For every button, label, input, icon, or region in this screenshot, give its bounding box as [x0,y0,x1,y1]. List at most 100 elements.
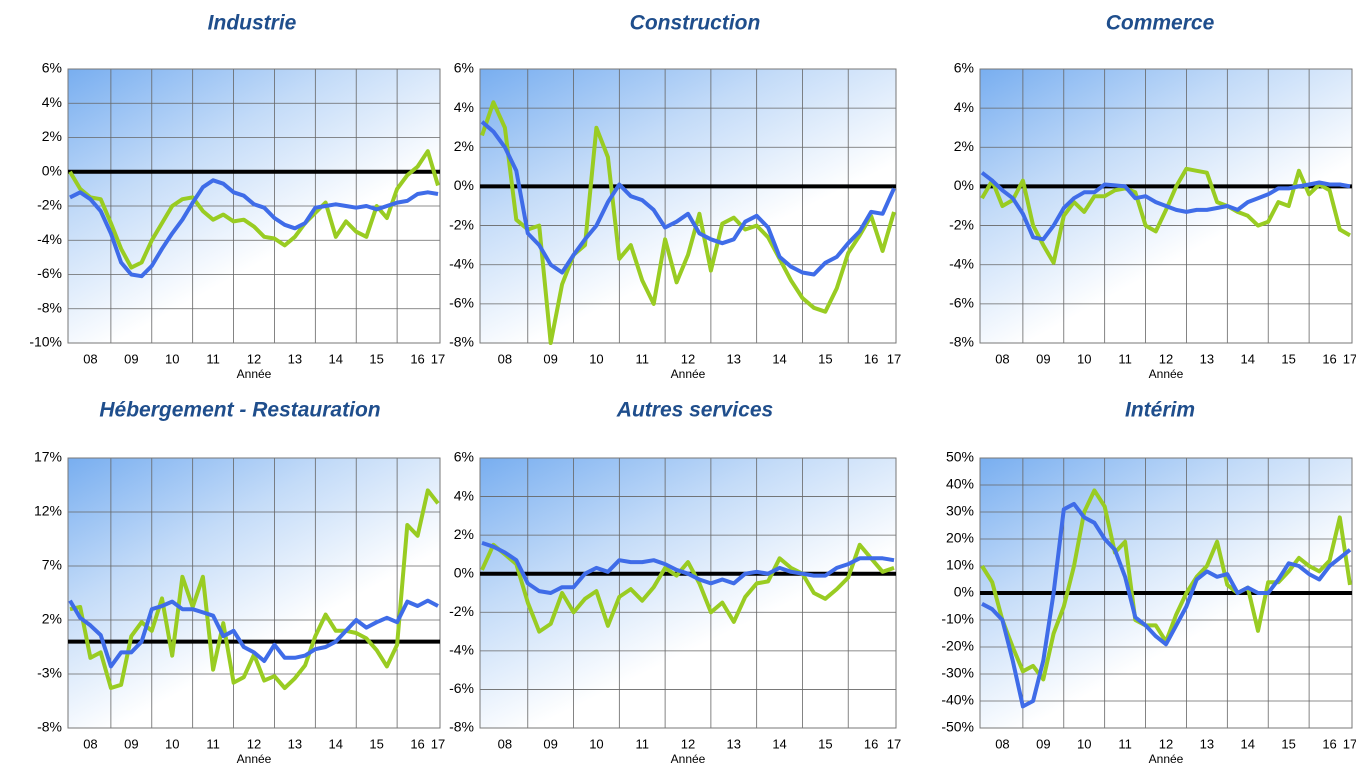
chart: -8% -6% -4% -2% 0% 2% 4% 6% 08 09 10 11 12 13 14 15 16 17… [949,12,1356,382]
plot-border [479,457,897,729]
y-tick-label: -6% [949,295,974,311]
series-line [480,542,895,634]
chart-title: Intérim [1125,399,1195,422]
x-tick-label: 09 [1036,736,1050,751]
plot-border [67,68,441,344]
x-tick-label: 17 [1343,736,1356,751]
x-tick-label: 15 [369,351,383,366]
x-tick-label: 12 [681,351,695,366]
series-line [69,178,439,279]
y-tick-label: 2% [954,138,974,154]
x-tick-label: 09 [543,736,557,751]
x-tick-label: 09 [124,736,138,751]
x-tick-label: 12 [247,736,261,751]
plot-background [68,458,440,728]
x-tick-label: 17 [431,736,445,751]
y-tick-label: -20% [941,638,974,654]
plot-border [479,68,897,344]
y-tick-label: 7% [42,557,62,573]
y-tick-label: 6% [954,60,974,76]
plot-border [67,457,441,729]
x-tick-label: 08 [83,736,97,751]
x-tick-label: 17 [887,736,901,751]
y-tick-label: -6% [37,265,62,281]
chart: -8% -3% 2% 7% 12% 17% 08 09 10 11 12 13 14 15 16 17 Anné… [34,399,445,767]
x-tick-label: 14 [772,736,786,751]
x-tick-label: 13 [1200,736,1214,751]
x-axis-label: Année [671,752,706,766]
x-tick-label: 13 [727,736,741,751]
series-line [480,100,896,345]
y-tick-label: 4% [454,99,474,115]
y-tick-label: -8% [449,334,474,350]
y-tick-label: 2% [454,138,474,154]
chart: -10% -8% -6% -4% -2% 0% 2% 4% 6% 08 09 10 11 12 13 14 15… [29,12,445,382]
x-tick-label: 08 [498,351,512,366]
y-tick-label: -50% [941,719,974,735]
chart-title: Construction [630,12,761,35]
x-tick-label: 08 [995,351,1009,366]
y-tick-label: -10% [941,611,974,627]
y-tick-label: 50% [946,449,974,465]
y-tick-label: -6% [449,295,474,311]
x-tick-label: 13 [288,351,302,366]
y-tick-label: -4% [449,642,474,658]
series-line [980,166,1352,265]
x-tick-label: 12 [681,736,695,751]
y-tick-label: 30% [946,503,974,519]
plot-border [979,68,1353,344]
x-tick-label: 14 [1241,736,1255,751]
x-tick-label: 14 [772,351,786,366]
x-tick-label: 09 [543,351,557,366]
x-tick-label: 14 [329,351,343,366]
series-line [68,149,440,270]
x-axis-label: Année [1149,752,1184,766]
y-tick-label: 2% [454,526,474,542]
x-tick-label: 12 [1159,736,1173,751]
series-line [981,501,1352,709]
chart-title: Autres services [616,399,773,422]
x-tick-label: 10 [1077,736,1091,751]
y-tick-label: 6% [42,60,62,76]
x-tick-label: 15 [369,736,383,751]
x-tick-label: 16 [410,736,424,751]
y-tick-label: -8% [37,719,62,735]
x-axis-label: Année [237,752,272,766]
chart-title: Industrie [208,12,297,35]
x-tick-label: 16 [864,736,878,751]
y-tick-label: 0% [954,584,974,600]
y-tick-label: -6% [449,680,474,696]
y-tick-label: 4% [454,487,474,503]
x-tick-label: 15 [1281,351,1295,366]
y-tick-label: 0% [454,177,474,193]
x-tick-label: 11 [206,736,220,751]
x-axis-label: Année [1149,367,1184,381]
y-tick-label: 0% [954,177,974,193]
x-tick-label: 11 [635,736,649,751]
x-tick-label: 15 [818,736,832,751]
y-tick-label: 2% [42,128,62,144]
x-tick-label: 17 [887,351,901,366]
x-tick-label: 14 [1241,351,1255,366]
series-line [980,171,1351,242]
x-tick-label: 12 [1159,351,1173,366]
x-tick-label: 09 [124,351,138,366]
chart-title: Commerce [1106,12,1215,35]
y-tick-label: 40% [946,476,974,492]
x-tick-label: 15 [818,351,832,366]
x-tick-label: 16 [410,351,424,366]
y-tick-label: 12% [34,503,62,519]
y-tick-label: -40% [941,692,974,708]
y-tick-label: 6% [454,449,474,465]
series-line [68,598,439,669]
x-tick-label: 08 [498,736,512,751]
x-tick-label: 16 [864,351,878,366]
x-axis-label: Année [671,367,706,381]
x-tick-label: 11 [206,351,220,366]
x-tick-label: 10 [589,351,603,366]
y-tick-label: 0% [42,162,62,178]
x-axis-label: Année [237,367,272,381]
x-tick-label: 16 [1322,351,1336,366]
y-tick-label: 4% [954,99,974,115]
